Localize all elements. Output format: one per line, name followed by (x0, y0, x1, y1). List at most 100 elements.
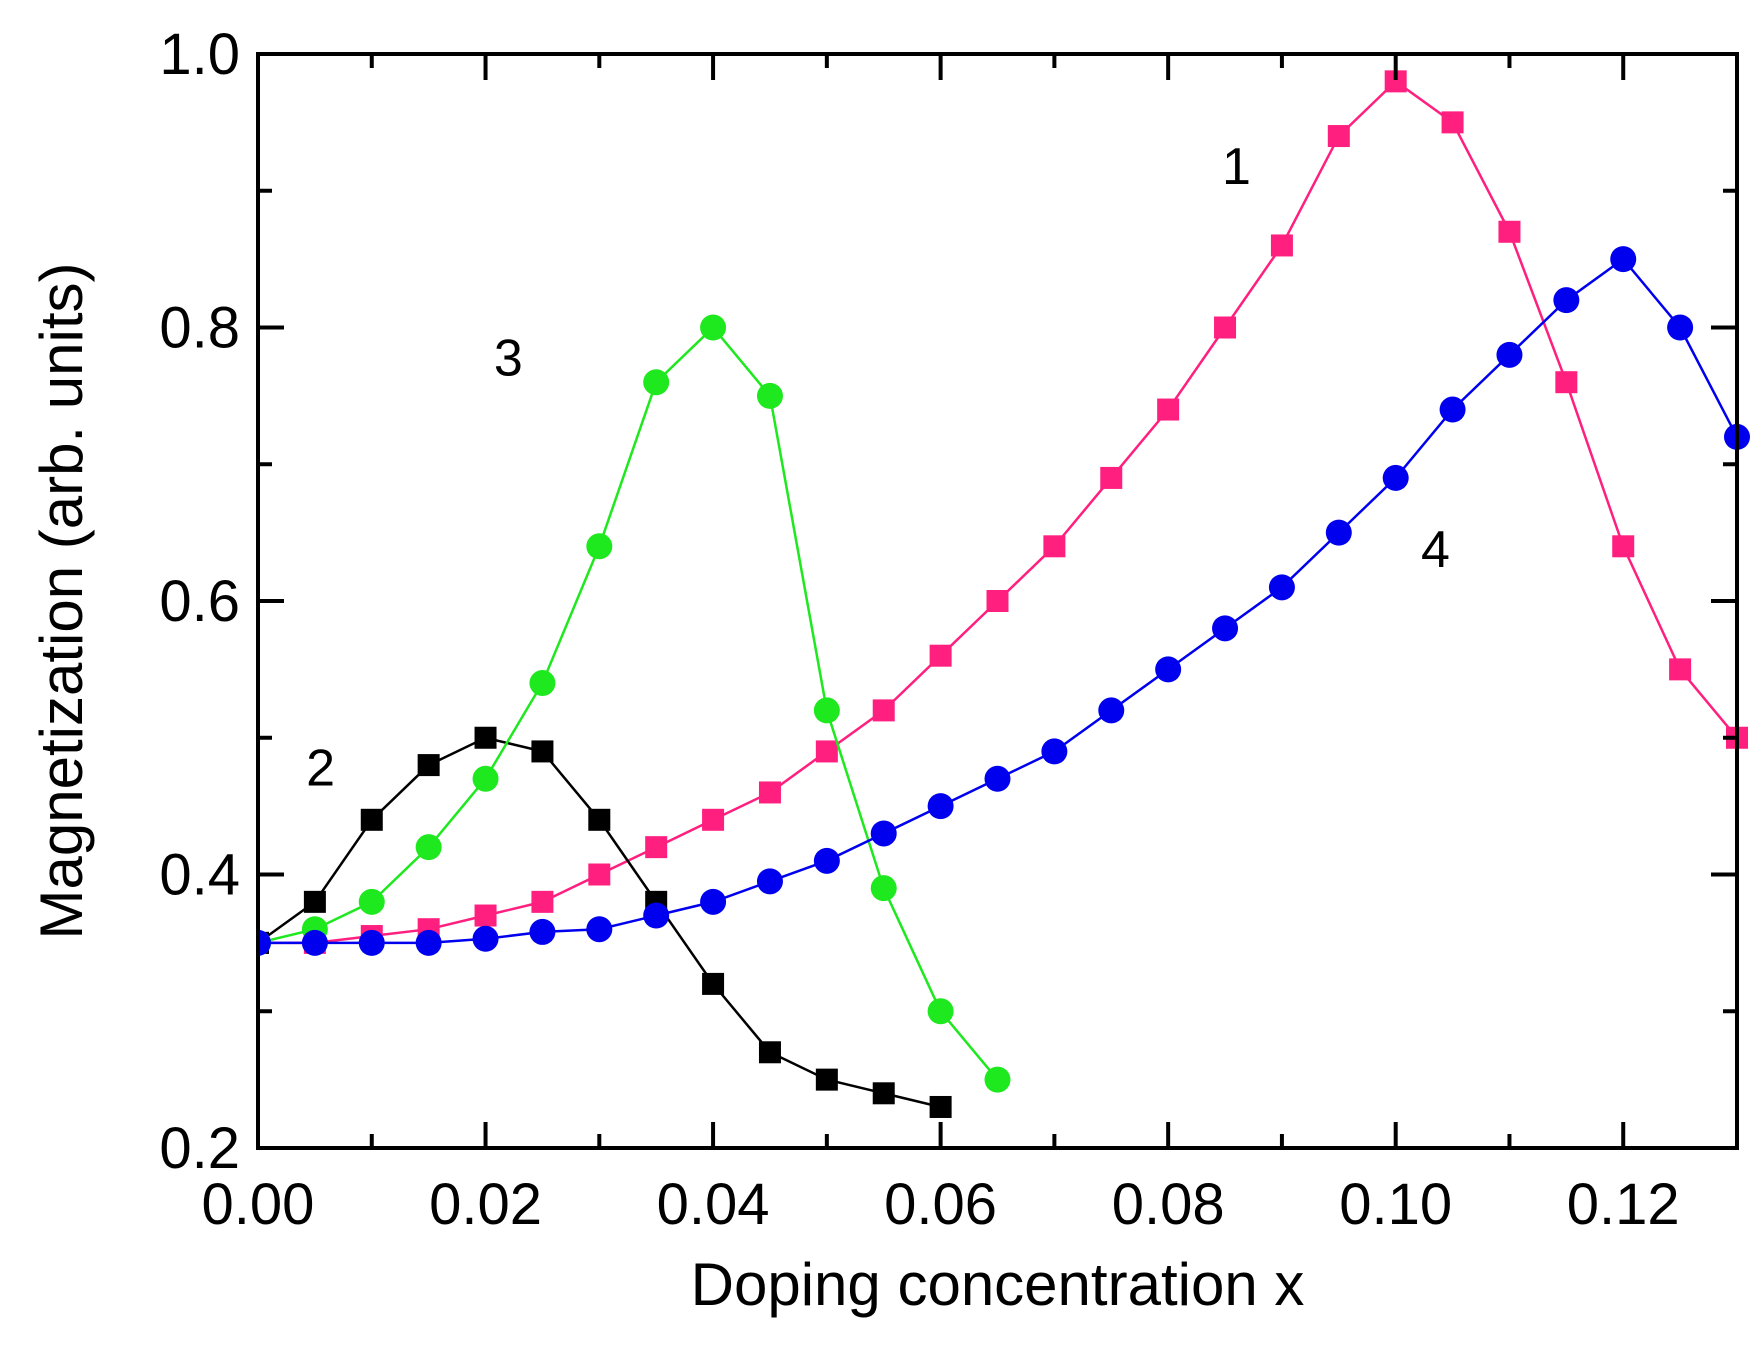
series-4-point (1268, 574, 1295, 601)
series-4-point (1553, 287, 1580, 314)
series-label-4: 4 (1421, 521, 1450, 579)
series-4-point (1610, 246, 1637, 273)
series-4-point (1155, 656, 1182, 683)
series-4-point (1439, 396, 1466, 423)
x-tick-label: 0.04 (657, 1172, 770, 1237)
series-4-point (358, 929, 385, 956)
series-3-point (472, 765, 499, 792)
series-2-point (872, 1082, 895, 1105)
series-2-point (815, 1068, 838, 1091)
series-1-point (1669, 658, 1692, 681)
axis-tick-labels: 0.00 0.02 0.04 0.06 0.08 0.10 0.12 0.2 0.4 0.6 0.8… (159, 22, 1679, 1237)
series-3-point (984, 1066, 1011, 1093)
x-tick-label: 0.02 (429, 1172, 542, 1237)
series-2-point (531, 740, 554, 763)
series-label-1: 1 (1222, 138, 1251, 196)
series-3-point (927, 998, 954, 1025)
series-4-point (756, 868, 783, 895)
series-2-point (360, 808, 383, 831)
series-4-point (1325, 519, 1352, 546)
series-3-point (643, 369, 670, 396)
series-2-point (588, 808, 611, 831)
series-label-2: 2 (306, 740, 335, 798)
series-4-point (1212, 615, 1239, 642)
series-3-point (529, 670, 556, 697)
series-1-point (1043, 535, 1066, 558)
x-tick-label: 0.00 (202, 1172, 315, 1237)
series-3-point (700, 314, 727, 341)
series-1-point (872, 699, 895, 722)
axis-ticks (256, 52, 1739, 1150)
series-4-point (700, 888, 727, 915)
series-3 (258, 314, 1011, 1093)
series-2 (258, 726, 952, 1118)
series-3-point (813, 697, 840, 724)
x-tick-label: 0.10 (1339, 1172, 1452, 1237)
series-1-point (1157, 398, 1180, 421)
series-4-point (586, 916, 613, 943)
y-tick-label: 0.8 (159, 296, 240, 361)
series-1-point (1498, 220, 1521, 243)
series-1-point (758, 781, 781, 804)
series-1-point (1100, 466, 1123, 489)
series-1-point (645, 836, 668, 859)
series-1-point (815, 740, 838, 763)
series-4-point (1496, 341, 1523, 368)
series-3-point (586, 533, 613, 560)
series-4-point (1041, 738, 1068, 765)
series-4-point (813, 847, 840, 874)
series-2-point (474, 726, 497, 749)
series-1-point (929, 644, 952, 667)
x-axis-title: Doping concentration x (691, 1251, 1305, 1318)
series-4-point (1667, 314, 1694, 341)
x-tick-label: 0.12 (1567, 1172, 1680, 1237)
y-tick-label: 0.6 (159, 569, 240, 634)
series-layer (258, 70, 1750, 1118)
series-3-point (415, 834, 442, 861)
series-4-point (927, 793, 954, 820)
y-tick-label: 0.4 (159, 843, 240, 908)
series-3-line (258, 325, 999, 1081)
series-4-point (472, 925, 499, 952)
series-1-point (474, 904, 497, 927)
series-3-point (870, 875, 897, 902)
series-4-point (1382, 464, 1409, 491)
series-1-point (1384, 70, 1407, 93)
y-tick-label: 0.2 (159, 1116, 240, 1181)
series-4 (258, 246, 1750, 956)
series-2-point (758, 1041, 781, 1064)
series-1-point (702, 808, 725, 831)
series-2-point (303, 890, 326, 913)
series-1-point (1270, 234, 1293, 257)
series-1-line (258, 79, 1738, 945)
series-1-point (1441, 111, 1464, 134)
series-1 (258, 70, 1748, 954)
series-4-point (301, 929, 328, 956)
series-labels: 1 2 3 4 (306, 138, 1450, 798)
series-1-point (1612, 535, 1635, 558)
series-1-point (1555, 371, 1578, 394)
series-4-point (415, 929, 442, 956)
series-1-point (531, 890, 554, 913)
y-axis-title: Magnetization (arb. units) (28, 263, 95, 940)
series-1-point (1214, 316, 1237, 339)
series-4-point (1098, 697, 1125, 724)
series-4-point (984, 765, 1011, 792)
x-tick-label: 0.06 (884, 1172, 997, 1237)
series-3-point (756, 382, 783, 409)
series-1-point (588, 863, 611, 886)
series-4-point (870, 820, 897, 847)
series-4-point (643, 902, 670, 929)
series-1-point (1327, 125, 1350, 148)
series-1-point (986, 590, 1009, 612)
series-4-point (529, 918, 556, 945)
series-2-point (417, 754, 440, 777)
series-2-point (929, 1095, 952, 1118)
y-tick-label: 1.0 (159, 22, 240, 87)
x-tick-label: 0.08 (1112, 1172, 1225, 1237)
series-label-3: 3 (494, 329, 523, 387)
series-4-point (258, 929, 271, 956)
series-3-point (358, 888, 385, 915)
series-2-point (702, 972, 725, 995)
